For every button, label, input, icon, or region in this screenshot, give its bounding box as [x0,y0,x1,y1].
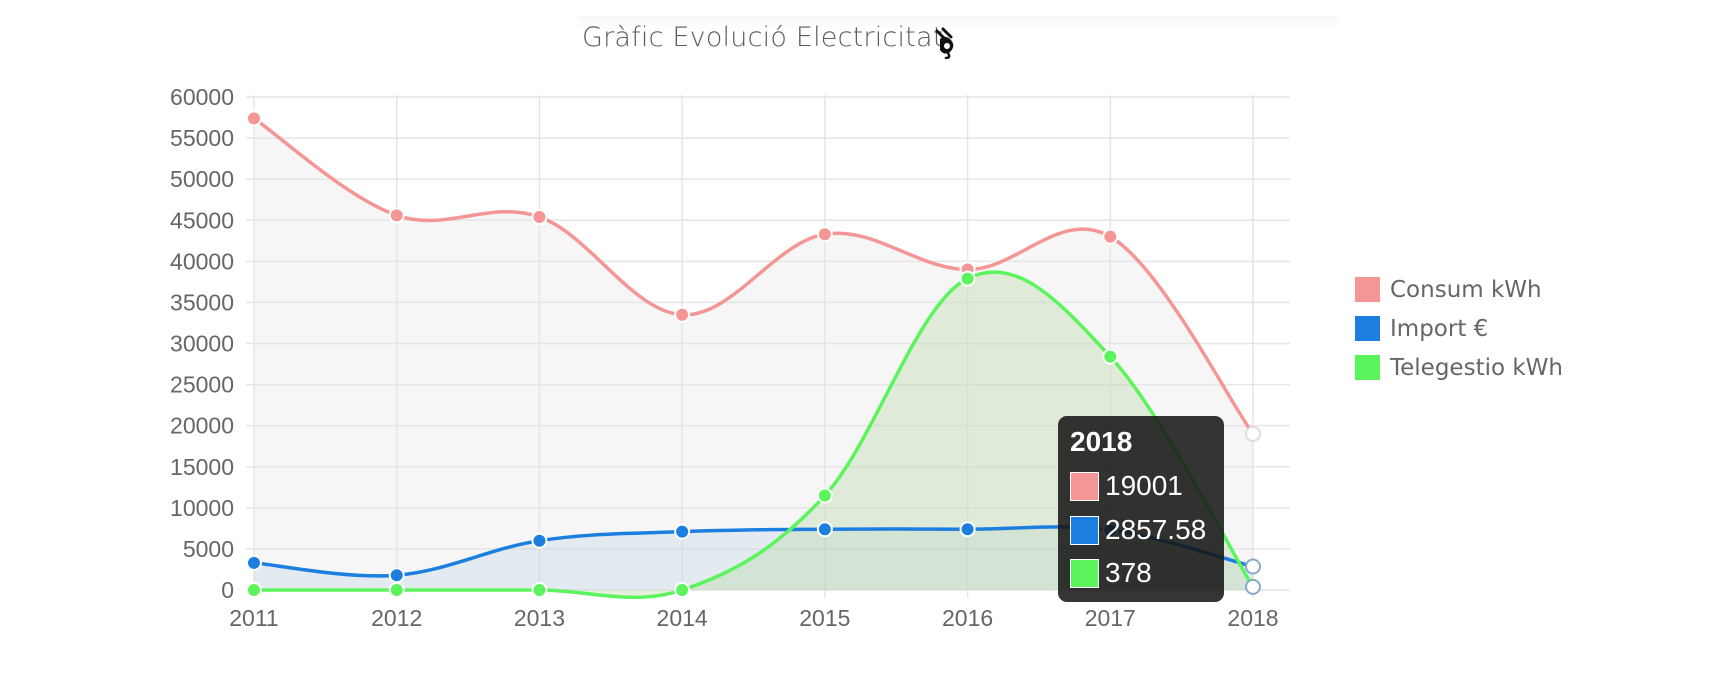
y-tick-label: 0 [221,577,234,603]
y-tick-label: 50000 [170,166,234,192]
plug-icon [935,27,954,59]
y-tick-label: 20000 [170,413,234,439]
legend-swatch-import [1355,316,1380,341]
title-bar [577,16,1337,62]
y-tick-label: 45000 [170,207,234,233]
series-consum-point [1102,228,1119,245]
line-chart: 0 5000 10000 15000 20000 25000 30000 35000 40000… [170,84,1290,631]
series-telegestio-point [816,487,833,504]
legend-item-import[interactable]: Import € [1355,309,1563,348]
x-tick-label: 2012 [371,605,422,631]
x-tick-label: 2011 [229,605,278,631]
tooltip-value: 378 [1105,557,1152,588]
y-tick-label: 60000 [170,84,234,110]
y-tick-label: 30000 [170,331,234,357]
series-consum-point [1245,425,1261,442]
y-tick-label: 40000 [170,248,234,274]
series-telegestio-point [1102,348,1119,365]
tooltip-swatch [1070,558,1099,588]
series-consum-point [246,110,262,127]
series-import-point [959,521,976,538]
chart-title: Gràfic Evolució Electricitat [582,22,944,53]
x-tick-label: 2013 [514,605,565,631]
legend-label-telegestio: Telegestio kWh [1390,354,1563,381]
x-tick-label: 2017 [1085,605,1136,631]
series-telegestio-point [674,582,691,598]
y-tick-label: 35000 [170,289,234,315]
series-consum-area [254,118,1253,590]
series-consum-point [816,226,833,243]
series-telegestio-area [254,272,1253,598]
series-import-point [246,554,262,571]
series-consum-point [674,306,691,323]
tooltip-value: 19001 [1105,470,1183,501]
series-import-point [531,532,548,549]
x-tick-label: 2014 [657,605,708,631]
series-telegestio-point [246,582,262,598]
legend-item-telegestio[interactable]: Telegestio kWh [1355,348,1563,387]
y-tick-label: 15000 [170,454,234,480]
x-tick-label: 2018 [1227,605,1278,631]
series-import-point [816,521,833,538]
y-tick-label: 5000 [183,536,234,562]
series-telegestio-point [959,270,976,287]
y-tick-label: 55000 [170,125,234,151]
y-tick-label: 25000 [170,372,234,398]
series-import-point [674,523,691,540]
legend-item-consum[interactable]: Consum kWh [1355,270,1563,309]
tooltip-row: 2857.58 [1070,514,1206,546]
legend: Consum kWh Import € Telegestio kWh [1355,270,1563,387]
tooltip-row: 19001 [1070,470,1183,502]
series-telegestio-point [388,582,405,598]
series-consum-point [531,208,548,225]
series-import-point [388,567,405,584]
legend-label-import: Import € [1390,315,1489,342]
series-import-point [1245,558,1261,575]
legend-label-consum: Consum kWh [1390,276,1542,303]
tooltip-swatch [1070,471,1099,501]
tooltip-title: 2018 [1070,426,1133,457]
series-telegestio-point [1245,578,1261,595]
x-tick-label: 2015 [799,605,850,631]
tooltip-swatch [1070,515,1099,545]
legend-swatch-telegestio [1355,355,1380,380]
series-telegestio-point [531,582,548,598]
tooltip-value: 2857.58 [1105,514,1207,545]
series-consum-point [388,207,405,224]
tooltip-row: 378 [1070,557,1152,589]
tooltip: 2018 19001 2857.58 378 [1058,416,1224,602]
x-tick-label: 2016 [942,605,993,631]
y-tick-label: 10000 [170,495,234,521]
legend-swatch-consum [1355,277,1380,302]
